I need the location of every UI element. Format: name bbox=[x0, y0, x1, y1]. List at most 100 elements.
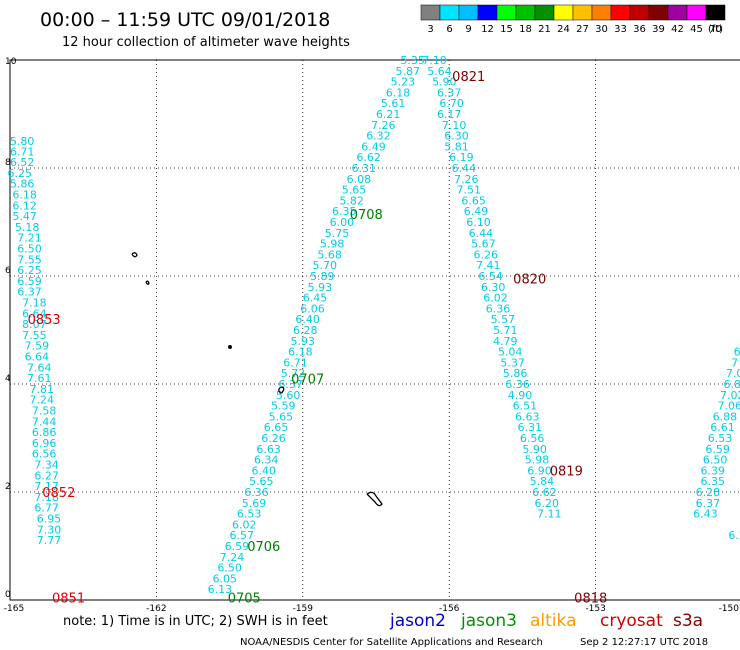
wave-height-point: 6.61 bbox=[710, 421, 735, 434]
wave-height-point: 5.04 bbox=[498, 346, 523, 359]
wave-height-point: 7.18 bbox=[22, 296, 47, 309]
wave-height-point: 7.10 bbox=[422, 54, 447, 67]
scale-label: 30 bbox=[595, 24, 608, 35]
wave-height-point: 7 bbox=[731, 356, 738, 369]
footer-credit: NOAA/NESDIS Center for Satellite Applica… bbox=[240, 637, 543, 648]
pass-time-label: 0851 bbox=[52, 591, 85, 606]
wave-height-point: 6.71 bbox=[283, 356, 308, 369]
scale-swatch bbox=[420, 4, 441, 21]
wave-height-point: 6.77 bbox=[34, 502, 59, 515]
wave-height-point: 6.02 bbox=[483, 292, 508, 305]
wave-height-point: 7.17 bbox=[34, 480, 59, 493]
x-tick-label: -165 bbox=[4, 604, 24, 614]
scale-swatch bbox=[591, 4, 612, 21]
wave-height-color-scale: 3 6 9 12 15 18 21 24 27 30 33 36 39 42 45 70 bbox=[420, 4, 726, 35]
wave-height-point: 5.75 bbox=[325, 227, 350, 240]
wave-height-point: 7.10 bbox=[442, 119, 467, 132]
wave-height-point: 6.64 bbox=[25, 350, 50, 363]
wave-height-point: 6.86 bbox=[32, 426, 57, 439]
y-tick-label: 4 bbox=[5, 374, 11, 384]
wave-height-point: 6.53 bbox=[708, 432, 733, 445]
wave-height-point: 6.00 bbox=[330, 216, 355, 229]
wave-height-point: 6.31 bbox=[517, 421, 542, 434]
wave-height-point: 7.58 bbox=[32, 404, 57, 417]
wave-height-point: 5.67 bbox=[471, 238, 496, 251]
plot-frame bbox=[9, 59, 740, 601]
wave-height-point: 6.8 bbox=[723, 378, 740, 391]
wave-height-point: 7.06 bbox=[718, 400, 740, 413]
wave-height-point: 6.56 bbox=[32, 448, 57, 461]
wave-height-point: 6.30 bbox=[481, 281, 506, 294]
wave-height-point: 6.57 bbox=[230, 529, 255, 542]
wave-height-point: 4.79 bbox=[493, 335, 518, 348]
wave-height-point: 6.40 bbox=[295, 313, 320, 326]
wave-height-point: 5.69 bbox=[242, 497, 267, 510]
wave-height-point: 5.86 bbox=[10, 178, 35, 191]
wave-height-point: 6.35 bbox=[332, 205, 357, 218]
wave-height-point: 6.21 bbox=[376, 108, 401, 121]
wave-height-point: 6.28 bbox=[696, 486, 721, 499]
pass-time-label: 0819 bbox=[550, 464, 583, 479]
wave-height-point: 5.68 bbox=[317, 248, 342, 261]
wave-height-point: 7.0 bbox=[726, 367, 740, 380]
wave-height-point: 6.71 bbox=[10, 145, 35, 158]
chart-subtitle: 12 hour collection of altimeter wave hei… bbox=[62, 35, 350, 50]
island-marks bbox=[131, 252, 383, 507]
footer-note: note: 1) Time is in UTC; 2) SWH is in fe… bbox=[63, 614, 328, 629]
chart-title: 00:00 – 11:59 UTC 09/01/2018 bbox=[40, 9, 330, 31]
legend-altika: altika bbox=[530, 611, 577, 631]
x-tick-label: -153 bbox=[585, 604, 605, 614]
scale-swatch bbox=[534, 4, 555, 21]
scale-label: 45 bbox=[690, 24, 703, 35]
wave-height-point: 6.59 bbox=[17, 275, 42, 288]
pass-time-label: 0853 bbox=[28, 313, 61, 328]
y-tick-label: 6 bbox=[5, 266, 11, 276]
wave-height-point: 6.05 bbox=[212, 572, 237, 585]
wave-height-point: 6.32 bbox=[366, 130, 391, 143]
wave-height-point: 7.21 bbox=[17, 232, 42, 245]
wave-height-point: 6.37 bbox=[278, 378, 303, 391]
wave-height-point: 7.55 bbox=[17, 253, 42, 266]
wave-height-point: 6.31 bbox=[352, 162, 377, 175]
wave-height-point: 6.49 bbox=[361, 140, 386, 153]
pass-time-label: 0852 bbox=[42, 486, 75, 501]
pass-time-label: 0705 bbox=[228, 591, 261, 606]
legend-cryosat: cryosat bbox=[600, 611, 663, 631]
wave-height-point: 6.19 bbox=[449, 151, 474, 164]
wave-height-point: 6.18 bbox=[12, 188, 37, 201]
wave-height-point: 7.61 bbox=[27, 372, 52, 385]
wave-height-point: 6.06 bbox=[300, 302, 325, 315]
x-tick-label: -156 bbox=[439, 604, 460, 614]
scale-swatch bbox=[553, 4, 574, 21]
wave-height-point: 7.64 bbox=[27, 361, 52, 374]
scale-label: 42 bbox=[671, 24, 684, 35]
pass-time-label: 0821 bbox=[452, 70, 485, 85]
scale-label: 12 bbox=[481, 24, 494, 35]
scale-label: 70 bbox=[709, 24, 722, 35]
scale-swatch bbox=[477, 4, 498, 21]
wave-height-point: 6.12 bbox=[12, 199, 37, 212]
scale-label: 39 bbox=[652, 24, 665, 35]
pass-time-label: 0708 bbox=[350, 208, 383, 223]
x-tick-label: -150 bbox=[719, 604, 740, 614]
wave-height-point: 6.43 bbox=[693, 508, 718, 521]
scale-label: 3 bbox=[427, 24, 433, 35]
wave-height-point: 5.87 bbox=[395, 65, 420, 78]
scale-label: 6 bbox=[446, 24, 452, 35]
wave-height-point: 7.81 bbox=[29, 383, 54, 396]
wave-height-point: 6.50 bbox=[17, 242, 42, 255]
x-tick-label: -162 bbox=[146, 604, 166, 614]
wave-height-point: 6.70 bbox=[439, 97, 464, 110]
wave-height-point: 6.37 bbox=[17, 286, 42, 299]
wave-height-point: 5.98 bbox=[320, 238, 345, 251]
scale-swatch bbox=[610, 4, 631, 21]
scale-swatch bbox=[648, 4, 669, 21]
wave-height-point: 5.71 bbox=[493, 324, 518, 337]
wave-height-point: 6.37 bbox=[696, 497, 721, 510]
wave-height-point: 6.25 bbox=[17, 264, 42, 277]
wave-height-point: 6.18 bbox=[386, 86, 411, 99]
wave-height-point: 5.86 bbox=[503, 367, 528, 380]
wave-height-point: 6.50 bbox=[703, 454, 728, 467]
wave-height-point: 6.65 bbox=[264, 421, 289, 434]
